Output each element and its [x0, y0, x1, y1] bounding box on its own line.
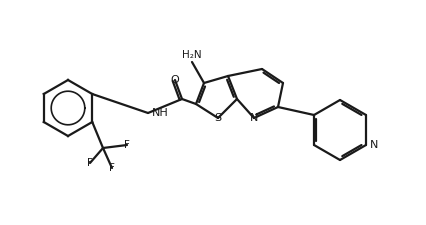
Text: F: F [87, 158, 93, 168]
Text: O: O [171, 75, 179, 85]
Text: S: S [214, 113, 222, 123]
Text: NH: NH [152, 108, 169, 118]
Text: F: F [109, 163, 115, 173]
Text: N: N [370, 140, 378, 150]
Text: N: N [250, 113, 258, 123]
Text: F: F [124, 140, 130, 150]
Text: H₂N: H₂N [182, 50, 202, 60]
